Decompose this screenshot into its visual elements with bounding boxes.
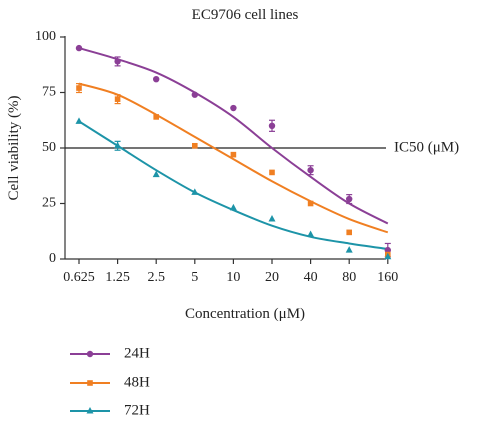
data-point-72h xyxy=(307,230,315,238)
y-tick-label: 100 xyxy=(35,29,56,44)
data-point-24h xyxy=(346,195,353,203)
x-tick-label: 0.625 xyxy=(63,270,95,285)
legend-label: 48H xyxy=(124,374,150,390)
data-point-48h xyxy=(346,229,352,236)
legend-marker xyxy=(87,380,93,386)
data-point-24h xyxy=(114,58,121,65)
fit-curve-72h xyxy=(78,120,388,250)
data-point-48h xyxy=(114,96,121,102)
legend-marker xyxy=(86,406,94,414)
data-point-48h xyxy=(192,142,198,149)
x-tick-label: 80 xyxy=(342,270,356,285)
legend: 24H 48H 72H xyxy=(70,345,150,418)
data-point-24h xyxy=(384,246,391,254)
fit-curve-48h xyxy=(78,82,389,234)
data-point-24h xyxy=(191,91,198,98)
y-axis-label: Cell viability (%) xyxy=(6,96,22,201)
x-tick-label: 5 xyxy=(191,270,198,285)
data-point-24h xyxy=(268,122,276,129)
y-tick-label: 0 xyxy=(49,251,56,266)
fit-curve-24h xyxy=(78,47,389,225)
legend-label: 24H xyxy=(124,345,150,361)
ic50-reference-label: IC50 (μM) xyxy=(394,139,459,155)
data-point-72h xyxy=(114,141,122,149)
data-point-48h xyxy=(76,85,82,91)
legend-label: 72H xyxy=(124,402,150,418)
data-point-72h xyxy=(75,117,83,124)
x-tick-label: 160 xyxy=(377,270,398,285)
data-point-24h xyxy=(153,75,160,83)
data-point-24h xyxy=(230,104,237,112)
data-point-24h xyxy=(75,44,83,52)
y-tick-label: 50 xyxy=(42,140,56,155)
data-point-72h xyxy=(384,252,392,260)
data-point-72h xyxy=(191,188,199,195)
legend-marker xyxy=(86,350,94,358)
x-axis-label: Concentration (μM) xyxy=(185,306,305,322)
data-point-72h xyxy=(229,203,237,211)
data-point-48h xyxy=(153,114,159,120)
x-tick-label: 2.5 xyxy=(147,270,165,285)
data-point-48h xyxy=(307,200,314,207)
chart-title: EC9706 cell lines xyxy=(192,7,299,23)
x-tick-label: 40 xyxy=(304,270,318,285)
x-tick-label: 1.25 xyxy=(105,270,130,285)
data-point-72h xyxy=(268,215,276,222)
data-point-48h xyxy=(269,169,275,176)
data-point-24h xyxy=(307,167,314,174)
y-tick-label: 75 xyxy=(42,85,56,100)
x-tick-label: 10 xyxy=(226,270,240,285)
x-tick-label: 20 xyxy=(265,270,279,285)
data-point-48h xyxy=(230,151,237,158)
data-point-72h xyxy=(345,246,353,253)
data-point-72h xyxy=(152,170,160,178)
y-tick-label: 25 xyxy=(42,196,56,211)
